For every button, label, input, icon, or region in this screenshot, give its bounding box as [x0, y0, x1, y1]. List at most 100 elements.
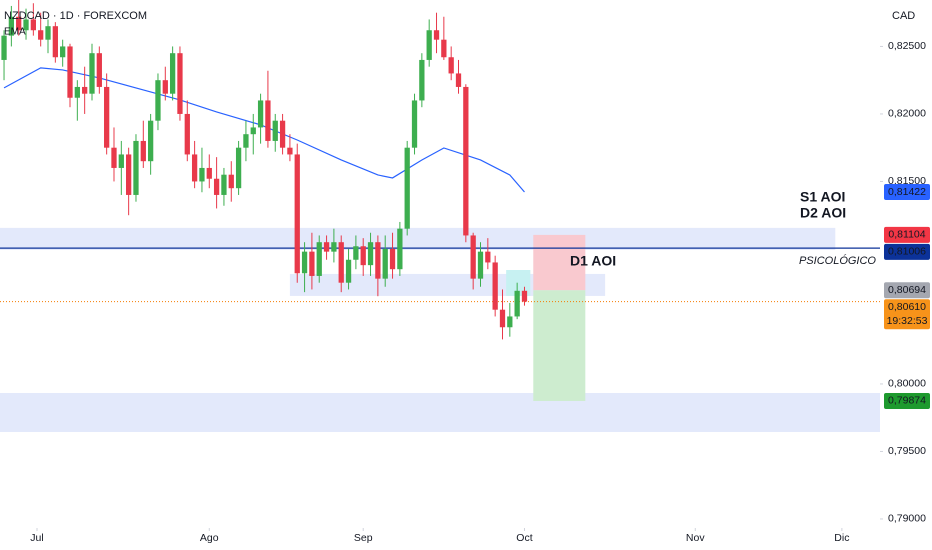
candle-body — [419, 59, 425, 101]
x-tick-label: Jul — [30, 532, 43, 544]
candle-body — [507, 316, 513, 328]
candle-body — [60, 46, 66, 58]
x-tick-label: Oct — [516, 532, 532, 544]
candle-body — [316, 242, 322, 276]
candle-body — [411, 100, 418, 148]
price-badge — [884, 392, 930, 409]
candle-body — [309, 251, 315, 276]
ema-line — [3, 67, 525, 193]
price-badge — [884, 226, 930, 243]
candle-body — [338, 242, 344, 283]
candle-body — [45, 26, 51, 40]
candle-body — [382, 248, 388, 279]
price-badge-label: 0,80610 — [888, 301, 926, 313]
candle-body — [353, 246, 359, 260]
chart-title: NZDCAD · 1D · FOREXCOM — [4, 10, 147, 22]
candle-body — [191, 154, 198, 182]
candle-body — [485, 251, 491, 263]
candle-body — [206, 167, 212, 179]
candle-body — [213, 178, 220, 195]
candle-body — [23, 19, 29, 31]
candle-body — [38, 30, 44, 40]
candle-body — [74, 86, 80, 98]
candle-body — [250, 127, 256, 135]
candle-body — [301, 251, 308, 274]
candle-body — [514, 290, 520, 317]
level-label: PSICOLÓGICO — [799, 254, 876, 267]
candle-body — [492, 262, 498, 310]
price-badge — [884, 183, 930, 200]
y-tick-label: 0,79500 — [888, 445, 926, 457]
candle-body — [177, 53, 183, 114]
stop-zone — [533, 234, 586, 291]
candle-body — [162, 80, 168, 94]
candle-body — [521, 290, 528, 302]
candle-body — [426, 30, 432, 60]
candle-body — [104, 86, 110, 148]
candle-body — [30, 19, 36, 31]
candle-body — [287, 147, 293, 155]
price-badge — [884, 282, 930, 299]
x-tick-label: Dic — [834, 532, 849, 544]
candle-body — [52, 26, 58, 58]
zone — [0, 392, 880, 433]
annotation: D1 AOI — [570, 253, 616, 269]
candle-body — [67, 46, 73, 98]
target-zone — [533, 290, 586, 401]
y-tick-label: 0,82000 — [888, 108, 926, 120]
candle-body — [323, 242, 330, 252]
candle-body — [147, 120, 154, 162]
price-badge-label: 0,81104 — [888, 229, 925, 241]
plot-area: PSICOLÓGICO — [0, 0, 880, 433]
candle-body — [389, 248, 396, 270]
candle-body — [477, 251, 484, 279]
candle-body — [1, 35, 7, 60]
candle-body — [397, 228, 403, 270]
y-tick-label: 0,80000 — [888, 378, 926, 390]
candle-body — [169, 53, 176, 94]
candle-body — [367, 242, 374, 266]
candle-body — [82, 86, 88, 94]
candle-body — [96, 53, 102, 87]
candle-body — [235, 147, 242, 189]
price-badge-label: 0,79874 — [888, 395, 926, 407]
candle-body — [294, 154, 300, 274]
price-badge-label: 0,80694 — [888, 284, 926, 296]
annotation: D2 AOI — [800, 205, 846, 221]
candle-body — [111, 147, 117, 168]
candle-body — [448, 57, 454, 74]
candle-body — [360, 246, 366, 266]
candle-body — [455, 73, 462, 87]
x-tick-label: Nov — [686, 532, 705, 544]
candle-body — [463, 86, 469, 236]
candle-body — [375, 242, 381, 279]
zone — [0, 227, 836, 250]
candle-body — [228, 174, 234, 189]
price-badge-label: 0,81006 — [888, 246, 926, 258]
candle-body — [126, 154, 132, 195]
x-tick-label: Ago — [200, 532, 219, 544]
annotation: S1 AOI — [800, 189, 845, 205]
candle-body — [345, 259, 352, 283]
candle-body — [272, 120, 278, 141]
candle-body — [221, 174, 227, 195]
countdown-label: 19:32:53 — [887, 315, 928, 327]
candle-body — [265, 100, 271, 141]
candle-body — [199, 167, 205, 182]
candle-body — [8, 16, 15, 36]
candle-body — [118, 154, 124, 168]
x-tick-label: Sep — [354, 532, 373, 544]
candle-body — [279, 120, 286, 148]
y-tick-label: 0,79000 — [888, 513, 926, 525]
y-tick-label: 0,82500 — [888, 40, 926, 52]
candle-body — [89, 53, 95, 94]
candle-body — [470, 235, 476, 279]
indicator-label: EMA — [4, 27, 26, 38]
currency-label: CAD — [892, 10, 915, 22]
candle-body — [404, 147, 410, 229]
price-badge — [884, 299, 930, 330]
price-badge — [884, 243, 930, 260]
candle-body — [243, 134, 249, 148]
